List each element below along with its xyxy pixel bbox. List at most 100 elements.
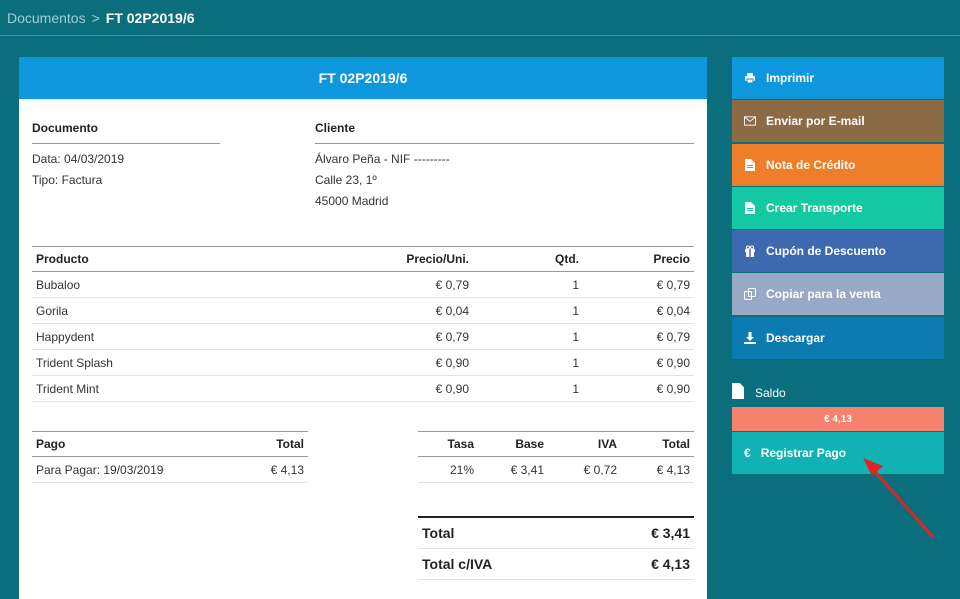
coupon-button[interactable]: Cupón de Descuento: [732, 230, 944, 273]
breadcrumb-current: FT 02P2019/6: [105, 9, 195, 26]
client-info-title: Cliente: [315, 121, 694, 144]
register-payment-button[interactable]: € Registrar Pago: [732, 432, 944, 474]
product-price: € 0,90: [583, 375, 694, 402]
print-button[interactable]: Imprimir: [732, 57, 944, 99]
payments-header-row: Pago Total: [32, 431, 308, 457]
table-row: Bubaloo € 0,79 1 € 0,79: [32, 271, 694, 298]
total-label: Total: [418, 517, 591, 549]
payment-due: Para Pagar: 19/03/2019: [32, 456, 244, 483]
payments-header-total: Total: [243, 431, 308, 457]
table-row: 21% € 3,41 € 0,72 € 4,13: [418, 456, 694, 483]
product-qty: 1: [473, 323, 583, 350]
total-with-vat-label: Total c/IVA: [418, 548, 591, 580]
tax-vat: € 0,72: [548, 456, 621, 483]
credit-note-button[interactable]: Nota de Crédito: [732, 143, 944, 186]
invoice-document: FT 02P2019/6 Documento Data: 04/03/2019 …: [19, 57, 707, 599]
product-unit-price: € 0,79: [332, 323, 473, 350]
table-row: Happydent € 0,79 1 € 0,79: [32, 323, 694, 350]
taxes-header-row: Tasa Base IVA Total: [418, 431, 694, 457]
breadcrumb-separator: >: [91, 9, 100, 26]
copy-button[interactable]: Copiar para la venta: [732, 273, 944, 316]
file-icon: [744, 201, 756, 214]
total-with-vat-row: Total c/IVA € 4,13: [418, 548, 694, 580]
client-address-line1: Calle 23, 1º: [315, 173, 377, 187]
taxes-header-total: Total: [621, 431, 694, 457]
product-qty: 1: [473, 297, 583, 324]
tax-base: € 3,41: [478, 456, 548, 483]
document-info: Documento Data: 04/03/2019 Tipo: Factura: [32, 121, 220, 187]
products-header-product: Producto: [32, 246, 332, 272]
product-name: Trident Mint: [32, 375, 332, 402]
document-type: Tipo: Factura: [32, 173, 103, 187]
taxes-header-base: Base: [478, 431, 548, 457]
product-name: Gorila: [32, 297, 332, 324]
product-price: € 0,79: [583, 271, 694, 298]
payments-table: Pago Total Para Pagar: 19/03/2019 € 4,13: [32, 431, 308, 483]
document-info-title: Documento: [32, 121, 220, 144]
gift-icon: [744, 245, 756, 258]
product-price: € 0,90: [583, 349, 694, 376]
tax-total: € 4,13: [621, 456, 694, 483]
email-button-label: Enviar por E-mail: [766, 114, 865, 129]
product-price: € 0,79: [583, 323, 694, 350]
create-transport-button[interactable]: Crear Transporte: [732, 186, 944, 229]
copy-icon: [744, 288, 756, 301]
breadcrumb-link-documents[interactable]: Documentos: [7, 9, 86, 26]
actions-panel: Imprimir Enviar por E-mail Nota de Crédi…: [732, 57, 944, 360]
payments-header-payment: Pago: [32, 431, 244, 457]
total-row: Total € 3,41: [418, 517, 694, 549]
product-qty: 1: [473, 349, 583, 376]
client-address-line2: 45000 Madrid: [315, 194, 389, 208]
envelope-icon: [744, 115, 756, 127]
download-button-label: Descargar: [766, 330, 825, 345]
email-button[interactable]: Enviar por E-mail: [732, 100, 944, 143]
tax-rate: 21%: [418, 456, 478, 483]
product-unit-price: € 0,79: [332, 271, 473, 298]
print-button-label: Imprimir: [766, 71, 815, 85]
file-icon: [732, 383, 744, 402]
table-row: Trident Mint € 0,90 1 € 0,90: [32, 375, 694, 402]
create-transport-button-label: Crear Transporte: [766, 200, 863, 215]
taxes-header-rate: Tasa: [418, 431, 478, 457]
euro-icon: €: [744, 446, 751, 460]
product-unit-price: € 0,04: [332, 297, 473, 324]
product-unit-price: € 0,90: [332, 349, 473, 376]
table-row: Trident Splash € 0,90 1 € 0,90: [32, 349, 694, 376]
balance-value: € 4,13: [732, 407, 944, 431]
taxes-table: Tasa Base IVA Total 21% € 3,41 € 0,72 € …: [418, 431, 694, 483]
totals-table: Total € 3,41 Total c/IVA € 4,13: [418, 516, 694, 580]
products-table: Producto Precio/Uni. Qtd. Precio Bubaloo…: [32, 246, 694, 402]
balance-label: Saldo: [755, 385, 786, 400]
taxes-header-vat: IVA: [548, 431, 621, 457]
product-qty: 1: [473, 375, 583, 402]
print-icon: [744, 72, 756, 84]
credit-note-button-label: Nota de Crédito: [766, 157, 856, 172]
annotation-arrow: [863, 458, 934, 538]
payment-total: € 4,13: [243, 456, 308, 483]
products-header-unit-price: Precio/Uni.: [332, 246, 473, 272]
copy-button-label: Copiar para la venta: [766, 287, 881, 302]
product-name: Bubaloo: [32, 271, 332, 298]
document-title: FT 02P2019/6: [19, 57, 707, 99]
products-header-price: Precio: [583, 246, 694, 272]
document-date: Data: 04/03/2019: [32, 152, 125, 166]
client-info: Cliente Álvaro Peña - NIF --------- Call…: [315, 121, 694, 208]
total-with-vat-value: € 4,13: [590, 548, 694, 580]
balance-label-row: Saldo: [732, 383, 944, 402]
download-icon: [744, 331, 756, 344]
product-unit-price: € 0,90: [332, 375, 473, 402]
product-qty: 1: [473, 271, 583, 298]
coupon-button-label: Cupón de Descuento: [766, 244, 887, 259]
register-payment-label: Registrar Pago: [760, 446, 847, 460]
table-row: Gorila € 0,04 1 € 0,04: [32, 297, 694, 324]
product-price: € 0,04: [583, 297, 694, 324]
products-header-qty: Qtd.: [473, 246, 583, 272]
download-button[interactable]: Descargar: [732, 316, 944, 359]
table-row: Para Pagar: 19/03/2019 € 4,13: [32, 456, 308, 483]
products-header-row: Producto Precio/Uni. Qtd. Precio: [32, 246, 694, 272]
breadcrumb: Documentos > FT 02P2019/6: [0, 0, 960, 36]
client-name: Álvaro Peña - NIF ---------: [315, 152, 450, 166]
file-icon: [744, 158, 756, 171]
product-name: Trident Splash: [32, 349, 332, 376]
total-value: € 3,41: [590, 517, 694, 549]
